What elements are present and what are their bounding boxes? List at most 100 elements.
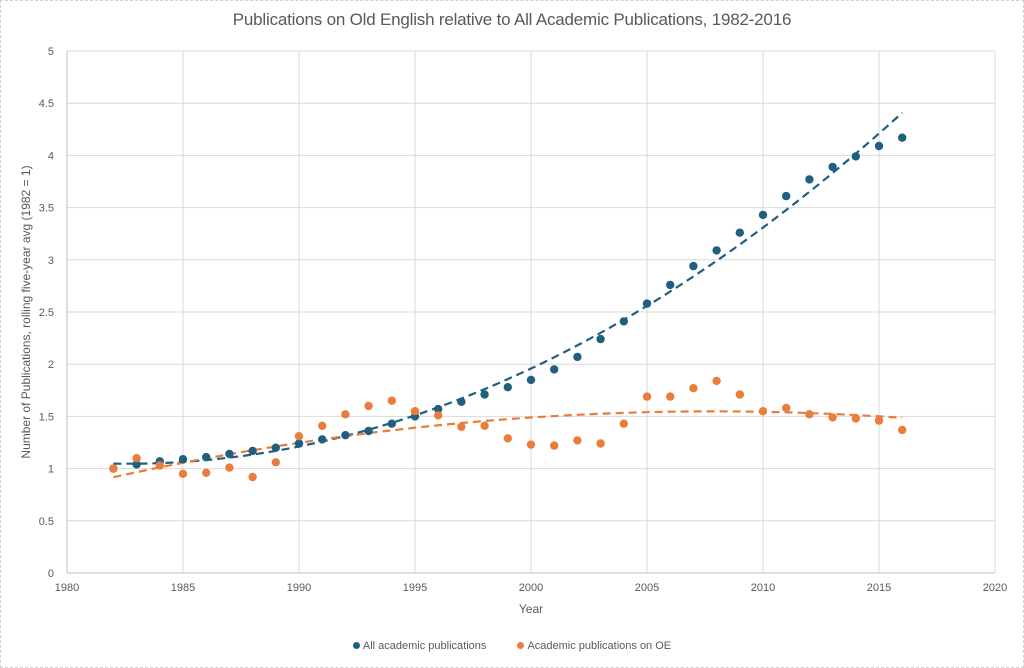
y-tick-label: 4.5 <box>39 98 54 110</box>
data-point-all <box>898 133 907 142</box>
data-point-all <box>689 261 698 271</box>
data-point-oe <box>874 416 884 425</box>
data-point-oe <box>712 376 721 386</box>
x-tick-label: 1980 <box>55 582 79 594</box>
data-point-all <box>225 449 234 459</box>
data-point-all <box>178 455 188 464</box>
x-tick-label: 2005 <box>635 582 659 594</box>
chart-title: Publications on Old English relative to … <box>232 10 792 29</box>
x-tick-label: 1985 <box>171 582 195 594</box>
x-tick-label: 1995 <box>403 582 427 594</box>
data-point-all <box>132 460 141 469</box>
y-tick-label: 3.5 <box>39 203 54 215</box>
data-point-all <box>782 191 791 201</box>
data-point-oe <box>202 468 211 477</box>
data-point-oe <box>689 384 698 393</box>
y-tick-label: 2 <box>48 359 54 371</box>
data-point-all <box>248 446 257 456</box>
y-tick-label: 2.5 <box>39 307 54 319</box>
data-point-all <box>341 431 350 440</box>
legend-label-all: All academic publications <box>362 640 487 652</box>
data-point-oe <box>364 401 373 411</box>
data-point-oe <box>758 407 768 416</box>
data-point-oe <box>898 425 907 435</box>
data-point-all <box>364 426 373 436</box>
data-point-all <box>573 352 582 362</box>
trendline-oe <box>113 410 903 479</box>
y-tick-label: 5 <box>48 46 54 58</box>
data-point-all <box>294 439 304 448</box>
data-point-all <box>735 228 744 237</box>
data-point-all <box>387 419 396 428</box>
y-tick-label: 1.5 <box>39 411 54 423</box>
data-point-oe <box>434 411 443 420</box>
y-tick-label: 1 <box>48 464 54 476</box>
data-points <box>109 133 907 482</box>
data-point-oe <box>828 413 837 422</box>
data-point-oe <box>248 472 257 482</box>
data-point-oe <box>619 419 628 428</box>
data-point-oe <box>480 421 489 430</box>
x-tick-label: 2015 <box>867 582 891 594</box>
data-point-oe <box>341 410 350 419</box>
data-point-oe <box>573 436 582 445</box>
data-point-oe <box>805 410 814 419</box>
x-tick-labels: 1980 1985 1990 1995 2000 2005 2010 2015 2020 <box>55 582 1007 594</box>
data-point-all <box>758 210 768 220</box>
data-point-oe <box>225 463 234 472</box>
data-point-oe <box>782 403 791 413</box>
legend-marker-all <box>352 642 360 649</box>
legend-item-oe[interactable]: Academic publications on OE <box>517 640 671 652</box>
data-point-oe <box>109 464 118 473</box>
data-point-all <box>874 141 884 151</box>
data-point-all <box>619 317 628 326</box>
data-point-oe <box>178 469 188 478</box>
data-point-all <box>828 162 837 172</box>
data-point-oe <box>294 432 304 441</box>
data-point-all <box>202 452 211 462</box>
data-point-all <box>666 280 675 290</box>
x-tick-label: 2020 <box>983 582 1007 594</box>
data-point-oe <box>457 422 466 431</box>
x-tick-label: 1990 <box>287 582 311 594</box>
legend-marker-oe <box>517 642 525 649</box>
y-tick-label: 3 <box>48 255 54 267</box>
data-point-oe <box>318 421 327 430</box>
data-point-oe <box>642 392 652 401</box>
data-point-oe <box>271 458 280 467</box>
y-tick-labels: 0 0.5 1 1.5 2 2.5 3 3.5 4 4.5 5 <box>39 46 54 580</box>
y-tick-label: 0.5 <box>39 516 54 528</box>
legend: All academic publications Academic publi… <box>0 640 1024 652</box>
y-tick-label: 4 <box>48 150 54 162</box>
y-tick-label: 0 <box>48 568 54 580</box>
data-point-oe <box>410 407 420 416</box>
data-point-all <box>526 375 536 385</box>
legend-item-all[interactable]: All academic publications <box>352 640 487 652</box>
gridlines <box>66 50 996 574</box>
y-axis-title: Number of Publications, rolling five-yea… <box>19 165 33 458</box>
data-point-all <box>805 175 814 184</box>
data-point-all <box>503 383 512 392</box>
data-point-oe <box>550 441 559 450</box>
data-point-oe <box>851 414 860 423</box>
data-point-oe <box>666 392 675 401</box>
data-point-oe <box>387 396 396 405</box>
x-tick-label: 2010 <box>751 582 775 594</box>
data-point-oe <box>503 434 512 443</box>
data-point-oe <box>596 439 605 448</box>
data-point-all <box>712 246 721 255</box>
data-point-oe <box>132 454 141 463</box>
x-tick-label: 2000 <box>519 582 543 594</box>
data-point-oe <box>526 440 536 449</box>
data-point-oe <box>155 461 164 470</box>
data-point-all <box>271 443 280 452</box>
data-point-all <box>851 152 860 161</box>
data-point-all <box>480 390 489 399</box>
data-point-all <box>596 334 605 344</box>
data-point-all <box>642 299 652 308</box>
data-point-all <box>457 397 466 406</box>
trendline-all <box>113 111 903 465</box>
trendlines <box>113 111 903 479</box>
data-point-all <box>550 365 559 374</box>
